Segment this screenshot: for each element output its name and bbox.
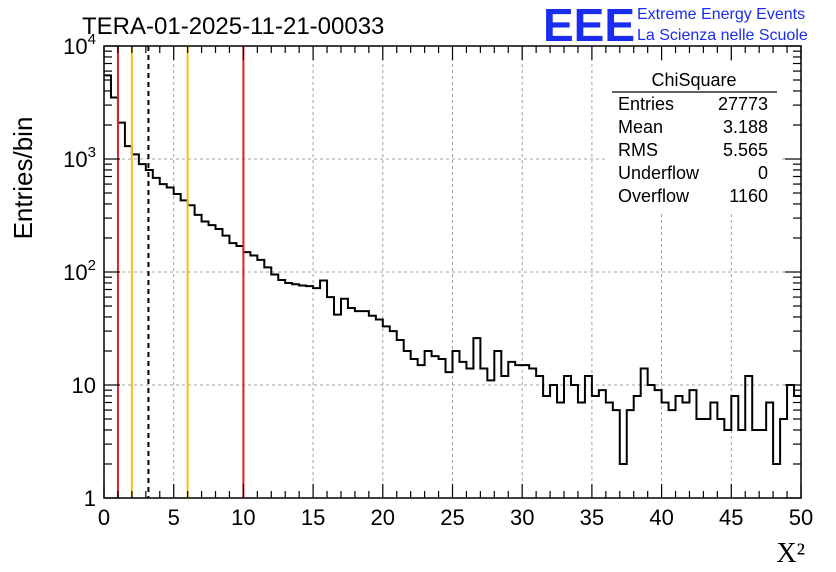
- stats-value: 3.188: [723, 117, 768, 137]
- x-tick-label: 5: [168, 505, 180, 530]
- y-tick-label: 104: [63, 31, 96, 59]
- y-tick-label: 1: [84, 486, 96, 511]
- reference-lines: [116, 46, 245, 498]
- stats-label: Mean: [618, 117, 663, 137]
- x-tick-label: 30: [510, 505, 534, 530]
- x-tick-label: 0: [98, 505, 110, 530]
- x-tick-label: 15: [301, 505, 325, 530]
- x-tick-label: 50: [789, 505, 813, 530]
- x-tick-label: 45: [719, 505, 743, 530]
- x-tick-label: 20: [371, 505, 395, 530]
- chart-title: TERA-01-2025-11-21-00033: [82, 13, 384, 40]
- stats-value: 5.565: [723, 140, 768, 160]
- stats-label: Overflow: [618, 186, 690, 206]
- stats-box: ChiSquare Entries 27773 Mean 3.188 RMS 5.565 U…: [608, 64, 780, 214]
- stats-value: 0: [758, 163, 768, 183]
- y-tick-label: 102: [63, 257, 96, 285]
- y-axis-title: Entries/bin: [8, 117, 38, 240]
- y-tick-label: 103: [63, 144, 96, 172]
- stats-title: ChiSquare: [651, 70, 736, 90]
- stats-label: Underflow: [618, 163, 700, 183]
- logo-line-1: Extreme Energy Events: [637, 6, 805, 23]
- x-tick-label: 40: [649, 505, 673, 530]
- y-tick-label: 10: [72, 373, 96, 398]
- stats-value: 27773: [718, 94, 768, 114]
- x-tick-label: 35: [580, 505, 604, 530]
- x-tick-labels: 0 5 10 15 20 25 30 35 40 45 50: [98, 505, 813, 530]
- logo-line-2: La Scienza nelle Scuole: [637, 27, 808, 44]
- histogram-outline: [104, 74, 801, 465]
- eee-logo: EEE Extreme Energy Events La Scienza nel…: [543, 0, 808, 51]
- stats-label: RMS: [618, 140, 658, 160]
- y-tick-labels: 1 10 102 103 104: [63, 31, 96, 511]
- axis-ticks: [103, 45, 802, 499]
- logo-mark: EEE: [543, 0, 635, 51]
- stats-label: Entries: [618, 94, 674, 114]
- x-tick-label: 25: [440, 505, 464, 530]
- x-tick-label: 10: [231, 505, 255, 530]
- x-axis-title: X²: [776, 538, 805, 569]
- histogram: [104, 74, 801, 465]
- stats-value: 1160: [729, 186, 768, 206]
- grid: [104, 46, 801, 498]
